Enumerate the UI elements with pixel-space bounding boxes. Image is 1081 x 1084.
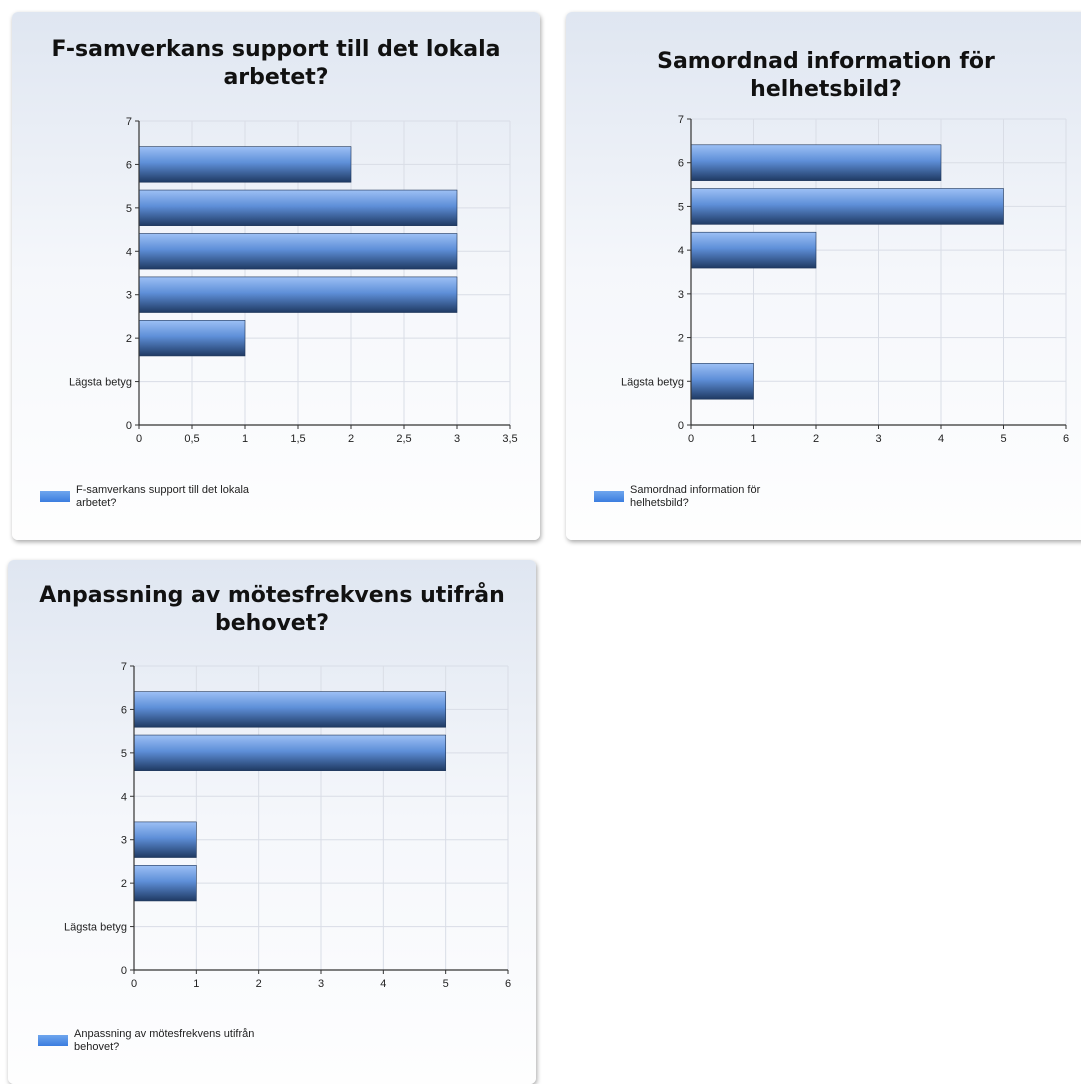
y-tick-label: 7 (678, 114, 684, 126)
bar-2 (138, 320, 246, 357)
x-tick-label: 1 (750, 433, 756, 445)
legend-swatch (594, 491, 624, 502)
bar-4 (138, 233, 458, 270)
bar-chart-information: 0 Lägsta betyg 2 3 4 5 6 7 0 1 2 3 4 5 6 (621, 114, 1069, 445)
x-tick-label: 0 (131, 978, 137, 990)
x-tick-label: 5 (1000, 433, 1006, 445)
chart-panel-information: Samordnad information för helhetsbild? 0… (566, 12, 1081, 540)
bar-5 (133, 734, 446, 771)
bar-5 (138, 189, 458, 226)
y-tick-label: 2 (121, 878, 127, 890)
y-tick-label: 7 (121, 661, 127, 673)
chart-panel-meeting-frequency: Anpassning av mötesfrekvens utifrån beho… (8, 560, 536, 1084)
chart-title: Anpassning av mötesfrekvens utifrån beho… (39, 583, 505, 636)
bar-6 (690, 144, 942, 181)
y-tick-label: 6 (121, 704, 127, 716)
bar-2 (133, 865, 197, 902)
legend: F-samverkans support till det lokala arb… (40, 484, 266, 510)
y-tick-label: 3 (121, 835, 127, 847)
y-tick-label: 5 (126, 203, 132, 215)
y-tick-label: 4 (121, 791, 127, 803)
bar-3 (138, 276, 458, 313)
y-tick-label: 0 (126, 420, 132, 432)
y-tick-label: Lägsta betyg (64, 922, 127, 934)
legend-label: Anpassning av mötesfrekvens utifrån beho… (74, 1028, 255, 1053)
y-tick-label: 7 (126, 116, 132, 128)
bar-3 (133, 821, 197, 858)
bar-5 (690, 188, 1004, 225)
chart-title: Samordnad information för helhetsbild? (657, 49, 995, 102)
y-tick-label: 5 (121, 748, 127, 760)
x-tick-label: 3 (875, 433, 881, 445)
x-tick-label: 0 (688, 433, 694, 445)
y-tick-label: 3 (678, 289, 684, 301)
legend: Samordnad information för helhetsbild? (594, 484, 820, 510)
y-tick-label: 0 (678, 420, 684, 432)
chart-title: F-samverkans support till det lokala arb… (51, 37, 501, 90)
bar-1 (690, 363, 754, 400)
y-tick-label: 6 (126, 159, 132, 171)
x-tick-label: 1 (242, 433, 248, 445)
y-tick-label: 6 (678, 158, 684, 170)
legend-swatch (40, 491, 70, 502)
x-tick-label: 6 (1063, 433, 1069, 445)
chart-panel-support: F-samverkans support till det lokala arb… (12, 12, 540, 540)
legend: Anpassning av mötesfrekvens utifrån beho… (38, 1028, 264, 1054)
x-tick-label: 3,5 (502, 433, 517, 445)
x-tick-label: 2,5 (396, 433, 411, 445)
x-tick-label: 0 (136, 433, 142, 445)
x-tick-label: 0,5 (184, 433, 199, 445)
y-tick-label: 4 (126, 246, 132, 258)
bar-chart-support: 0 Lägsta betyg 2 3 4 5 6 7 0 0,5 1 1,5 2 2,5 3 3,5 (69, 116, 518, 445)
legend-label: F-samverkans support till det lokala arb… (76, 484, 250, 509)
y-tick-label: Lägsta betyg (69, 377, 132, 389)
legend-swatch (38, 1035, 68, 1046)
y-tick-label: 4 (678, 245, 684, 257)
x-tick-label: 1,5 (290, 433, 305, 445)
bar-6 (138, 146, 352, 183)
bar-4 (690, 231, 817, 269)
x-tick-label: 4 (938, 433, 944, 445)
x-tick-label: 2 (813, 433, 819, 445)
y-tick-label: Lägsta betyg (621, 376, 684, 388)
y-tick-label: 2 (126, 333, 132, 345)
x-tick-label: 3 (318, 978, 324, 990)
x-tick-label: 5 (443, 978, 449, 990)
x-tick-label: 4 (380, 978, 386, 990)
y-tick-label: 3 (126, 290, 132, 302)
x-tick-label: 1 (193, 978, 199, 990)
x-tick-label: 2 (348, 433, 354, 445)
x-tick-label: 3 (454, 433, 460, 445)
y-tick-label: 5 (678, 201, 684, 213)
legend-label: Samordnad information för helhetsbild? (630, 484, 761, 509)
x-tick-label: 6 (505, 978, 511, 990)
y-tick-label: 0 (121, 965, 127, 977)
y-tick-label: 2 (678, 333, 684, 345)
x-tick-label: 2 (256, 978, 262, 990)
bar-6 (133, 691, 446, 728)
bar-chart-meeting-frequency: 0 Lägsta betyg 2 3 4 5 6 7 0 1 2 3 4 5 6 (64, 661, 511, 990)
